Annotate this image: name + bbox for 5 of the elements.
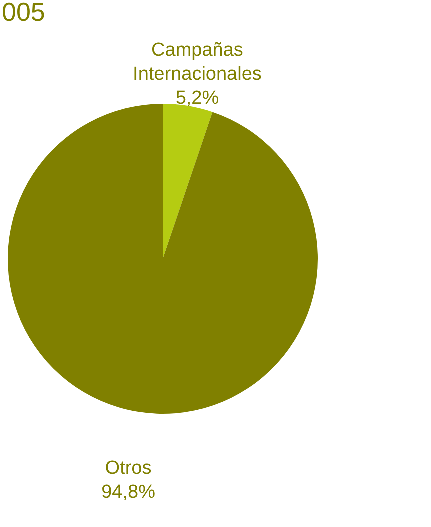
- chart-title: 005: [2, 0, 46, 27]
- data-label: 94,8%: [102, 482, 156, 504]
- slice-label: Otros: [105, 458, 152, 480]
- slice-label: Campañas Internacionales: [133, 40, 262, 85]
- data-label: 5,2%: [176, 88, 220, 109]
